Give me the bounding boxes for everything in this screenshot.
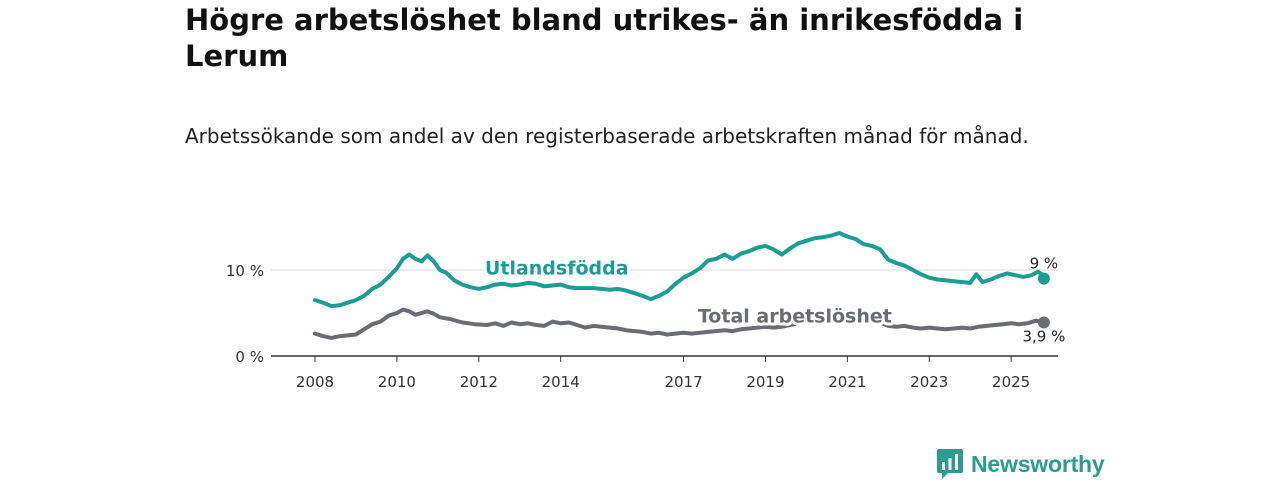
x-tick-label: 2010 — [378, 373, 416, 391]
series-end-dot — [1037, 272, 1050, 285]
series-layer — [313, 231, 1050, 340]
series-name-label: Total arbetslöshet — [698, 305, 892, 327]
x-tick-label: 2023 — [910, 373, 948, 391]
axis-layer: 0 % 10 % 2008 2010 2012 2014 2017 2019 2021 2023 2… — [226, 262, 1058, 391]
series-end-value-label: 3,9 % — [1022, 327, 1065, 345]
x-tick-label: 2019 — [746, 373, 784, 391]
label-layer: 9 % 3,9 % Utlandsfödda Total arbetslöshet — [482, 254, 1065, 345]
y-tick-label: 0 % — [235, 348, 264, 366]
brand: Newsworthy — [937, 449, 1105, 479]
x-tick-label: 2014 — [542, 373, 580, 391]
x-tick-label: 2021 — [828, 373, 866, 391]
series-end-dot — [1037, 316, 1050, 329]
x-tick-label: 2008 — [296, 373, 334, 391]
x-tick-label: 2012 — [460, 373, 498, 391]
chart-subtitle: Arbetssökande som andel av den registerb… — [185, 124, 1029, 148]
chart-title: Högre arbetslöshet bland utrikes- än inr… — [185, 3, 1024, 73]
series-line-total-arbetsl-shet — [313, 307, 1046, 340]
brand-name: Newsworthy — [971, 450, 1105, 477]
y-tick-label: 10 % — [226, 262, 264, 280]
x-tick-label: 2025 — [992, 373, 1030, 391]
series-end-value-label: 9 % — [1030, 255, 1059, 273]
series-line-utlandsf-dda — [313, 231, 1046, 309]
series-name-label: Utlandsfödda — [485, 257, 629, 279]
newsworthy-logo-icon — [937, 449, 963, 479]
x-tick-label: 2017 — [664, 373, 702, 391]
